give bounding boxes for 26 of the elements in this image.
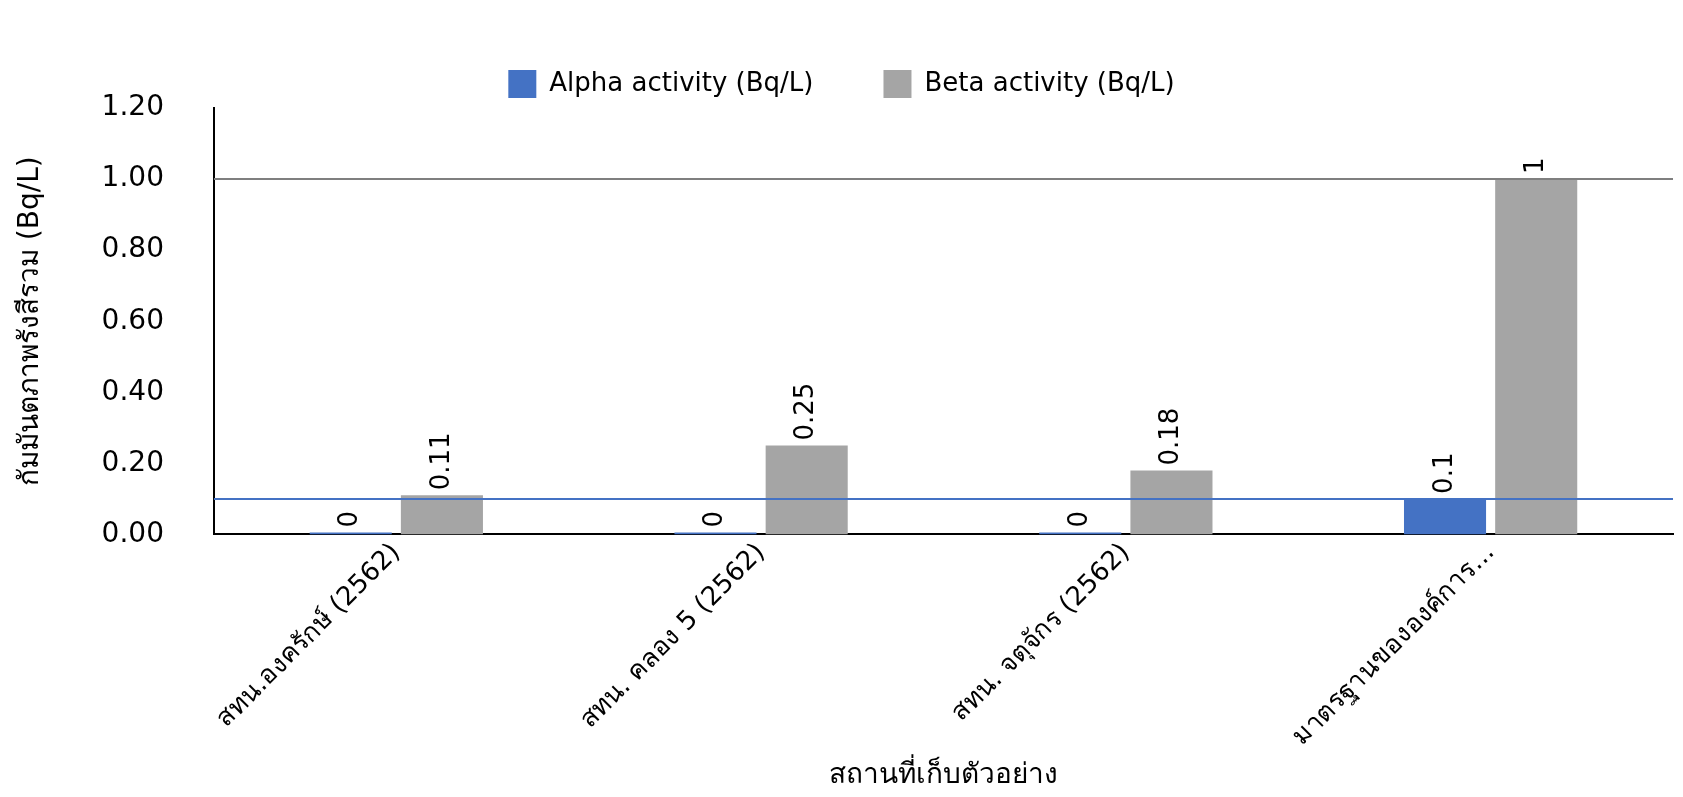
data-label: 0.1 xyxy=(1427,452,1458,494)
bar xyxy=(309,532,392,535)
bar xyxy=(1495,179,1578,535)
data-label: 0 xyxy=(698,510,729,528)
y-axis-title: กัมมันตภาพรังสีรวม (Bq/L) xyxy=(12,156,46,487)
legend-label: Beta activity (Bq/L) xyxy=(924,66,1175,97)
data-label: 0 xyxy=(333,510,364,528)
bar xyxy=(400,495,483,535)
data-label: 1 xyxy=(1518,157,1549,175)
y-tick-label: 0.20 xyxy=(101,444,164,478)
bar xyxy=(674,532,757,535)
data-label: 0.18 xyxy=(1154,407,1185,466)
bar xyxy=(1039,532,1122,535)
data-label: 0.25 xyxy=(789,382,820,441)
y-tick-label: 1.00 xyxy=(101,160,164,194)
y-tick-label: 1.20 xyxy=(101,89,164,123)
y-tick-label: 0.00 xyxy=(101,515,164,549)
legend-label: Alpha activity (Bq/L) xyxy=(549,66,814,97)
y-tick-label: 0.80 xyxy=(101,231,164,265)
y-tick-label: 0.40 xyxy=(101,373,164,407)
y-tick-label: 0.60 xyxy=(101,302,164,336)
bar xyxy=(1130,470,1213,535)
data-label: 0 xyxy=(1063,510,1094,528)
bar xyxy=(765,445,848,535)
data-label: 0.11 xyxy=(424,432,455,491)
x-axis-title: สถานที่เก็บตัวอย่าง xyxy=(828,754,1058,791)
